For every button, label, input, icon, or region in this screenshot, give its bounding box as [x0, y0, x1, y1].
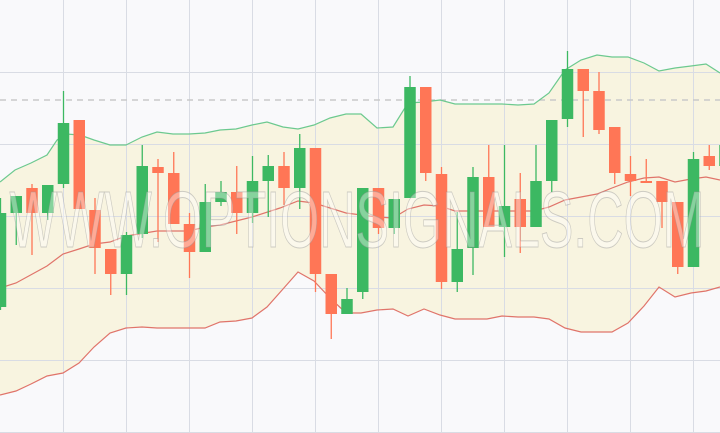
candle-body	[624, 174, 637, 181]
candle-body	[672, 202, 684, 267]
candle-down	[168, 152, 180, 224]
candle-body	[152, 167, 164, 173]
candle-body	[309, 148, 322, 274]
candle-body	[168, 173, 180, 224]
candle-body	[703, 156, 715, 166]
candle-up	[42, 185, 54, 220]
candle-body	[278, 166, 290, 188]
candle-up	[498, 145, 511, 257]
candle-down	[309, 148, 322, 292]
candle-up	[451, 212, 463, 292]
candle-down	[26, 184, 38, 255]
candle-down	[593, 72, 605, 134]
candle-up	[388, 199, 400, 234]
candle-body	[89, 210, 101, 248]
candle-down	[703, 145, 715, 170]
candle-up	[262, 155, 274, 217]
candle-down	[624, 156, 637, 196]
candle-up	[467, 167, 479, 275]
candle-body	[388, 199, 400, 228]
candle-up	[530, 145, 542, 227]
candle-body	[577, 69, 589, 91]
candle-body	[341, 299, 353, 314]
candle-body	[593, 91, 605, 130]
candle-up	[561, 51, 574, 127]
candle-down	[656, 181, 668, 228]
candle-up	[120, 232, 133, 295]
candle-body	[483, 177, 495, 227]
candle-up	[546, 120, 558, 192]
candle-body	[73, 120, 85, 209]
candle-up	[10, 196, 22, 245]
candle-down	[105, 249, 117, 295]
candle-down	[483, 145, 495, 227]
candle-body	[10, 196, 22, 213]
middle-bollinger-band	[0, 176, 720, 289]
candle-down	[231, 166, 243, 234]
candle-up	[687, 152, 700, 267]
candle-body	[530, 181, 542, 227]
candle-body	[687, 159, 700, 267]
upper-bollinger-band	[0, 54, 720, 183]
candle-body	[120, 235, 133, 274]
candle-body	[451, 249, 463, 282]
candle-body	[42, 185, 54, 213]
candle-down	[152, 159, 164, 242]
candle-down	[183, 213, 196, 278]
candle-body	[435, 174, 448, 282]
candle-body	[656, 181, 668, 202]
candle-body	[514, 199, 526, 227]
candle-body	[498, 206, 511, 227]
candle-up	[404, 76, 416, 198]
lower-bollinger-band	[0, 271, 720, 396]
candle-down	[435, 167, 448, 289]
candle-down	[577, 69, 589, 137]
candle-up	[136, 145, 148, 238]
candle-body	[136, 166, 148, 234]
candle-body	[215, 192, 227, 202]
candle-body	[231, 192, 243, 213]
candles-group	[0, 51, 720, 339]
candle-body	[105, 249, 117, 274]
candle-down	[609, 127, 621, 184]
watermark-text: WWW.OPTIONSIGNALS.COM	[10, 175, 705, 264]
candle-body	[640, 181, 652, 183]
candle-up	[294, 134, 306, 209]
candle-body	[546, 120, 558, 181]
candle-down	[278, 152, 290, 205]
candle-up	[57, 91, 70, 188]
candle-up	[199, 184, 211, 252]
candle-down	[89, 198, 101, 274]
candle-down	[325, 274, 337, 339]
candle-body	[404, 87, 416, 198]
candle-up	[357, 188, 369, 299]
candle-body	[420, 87, 432, 173]
candle-body	[561, 69, 574, 119]
candle-body	[357, 188, 369, 292]
candle-up	[341, 288, 353, 314]
candle-body	[183, 224, 196, 252]
candle-body	[246, 181, 259, 213]
candle-body	[609, 127, 621, 173]
candle-body	[26, 188, 38, 213]
candle-down	[420, 87, 432, 181]
candle-down	[514, 173, 526, 253]
candle-body	[0, 213, 7, 307]
candle-body	[262, 166, 274, 181]
candle-body	[467, 177, 479, 248]
candle-down	[672, 202, 684, 274]
candle-body	[294, 148, 306, 188]
candle-down	[372, 188, 385, 234]
candle-down	[73, 120, 85, 209]
candle-up	[215, 181, 227, 206]
candle-down	[640, 159, 652, 183]
candle-up	[246, 156, 259, 223]
candle-body	[372, 188, 385, 228]
candle-body	[325, 274, 337, 314]
candle-body	[199, 202, 211, 252]
candle-body	[57, 123, 70, 184]
candle-up	[0, 198, 7, 310]
